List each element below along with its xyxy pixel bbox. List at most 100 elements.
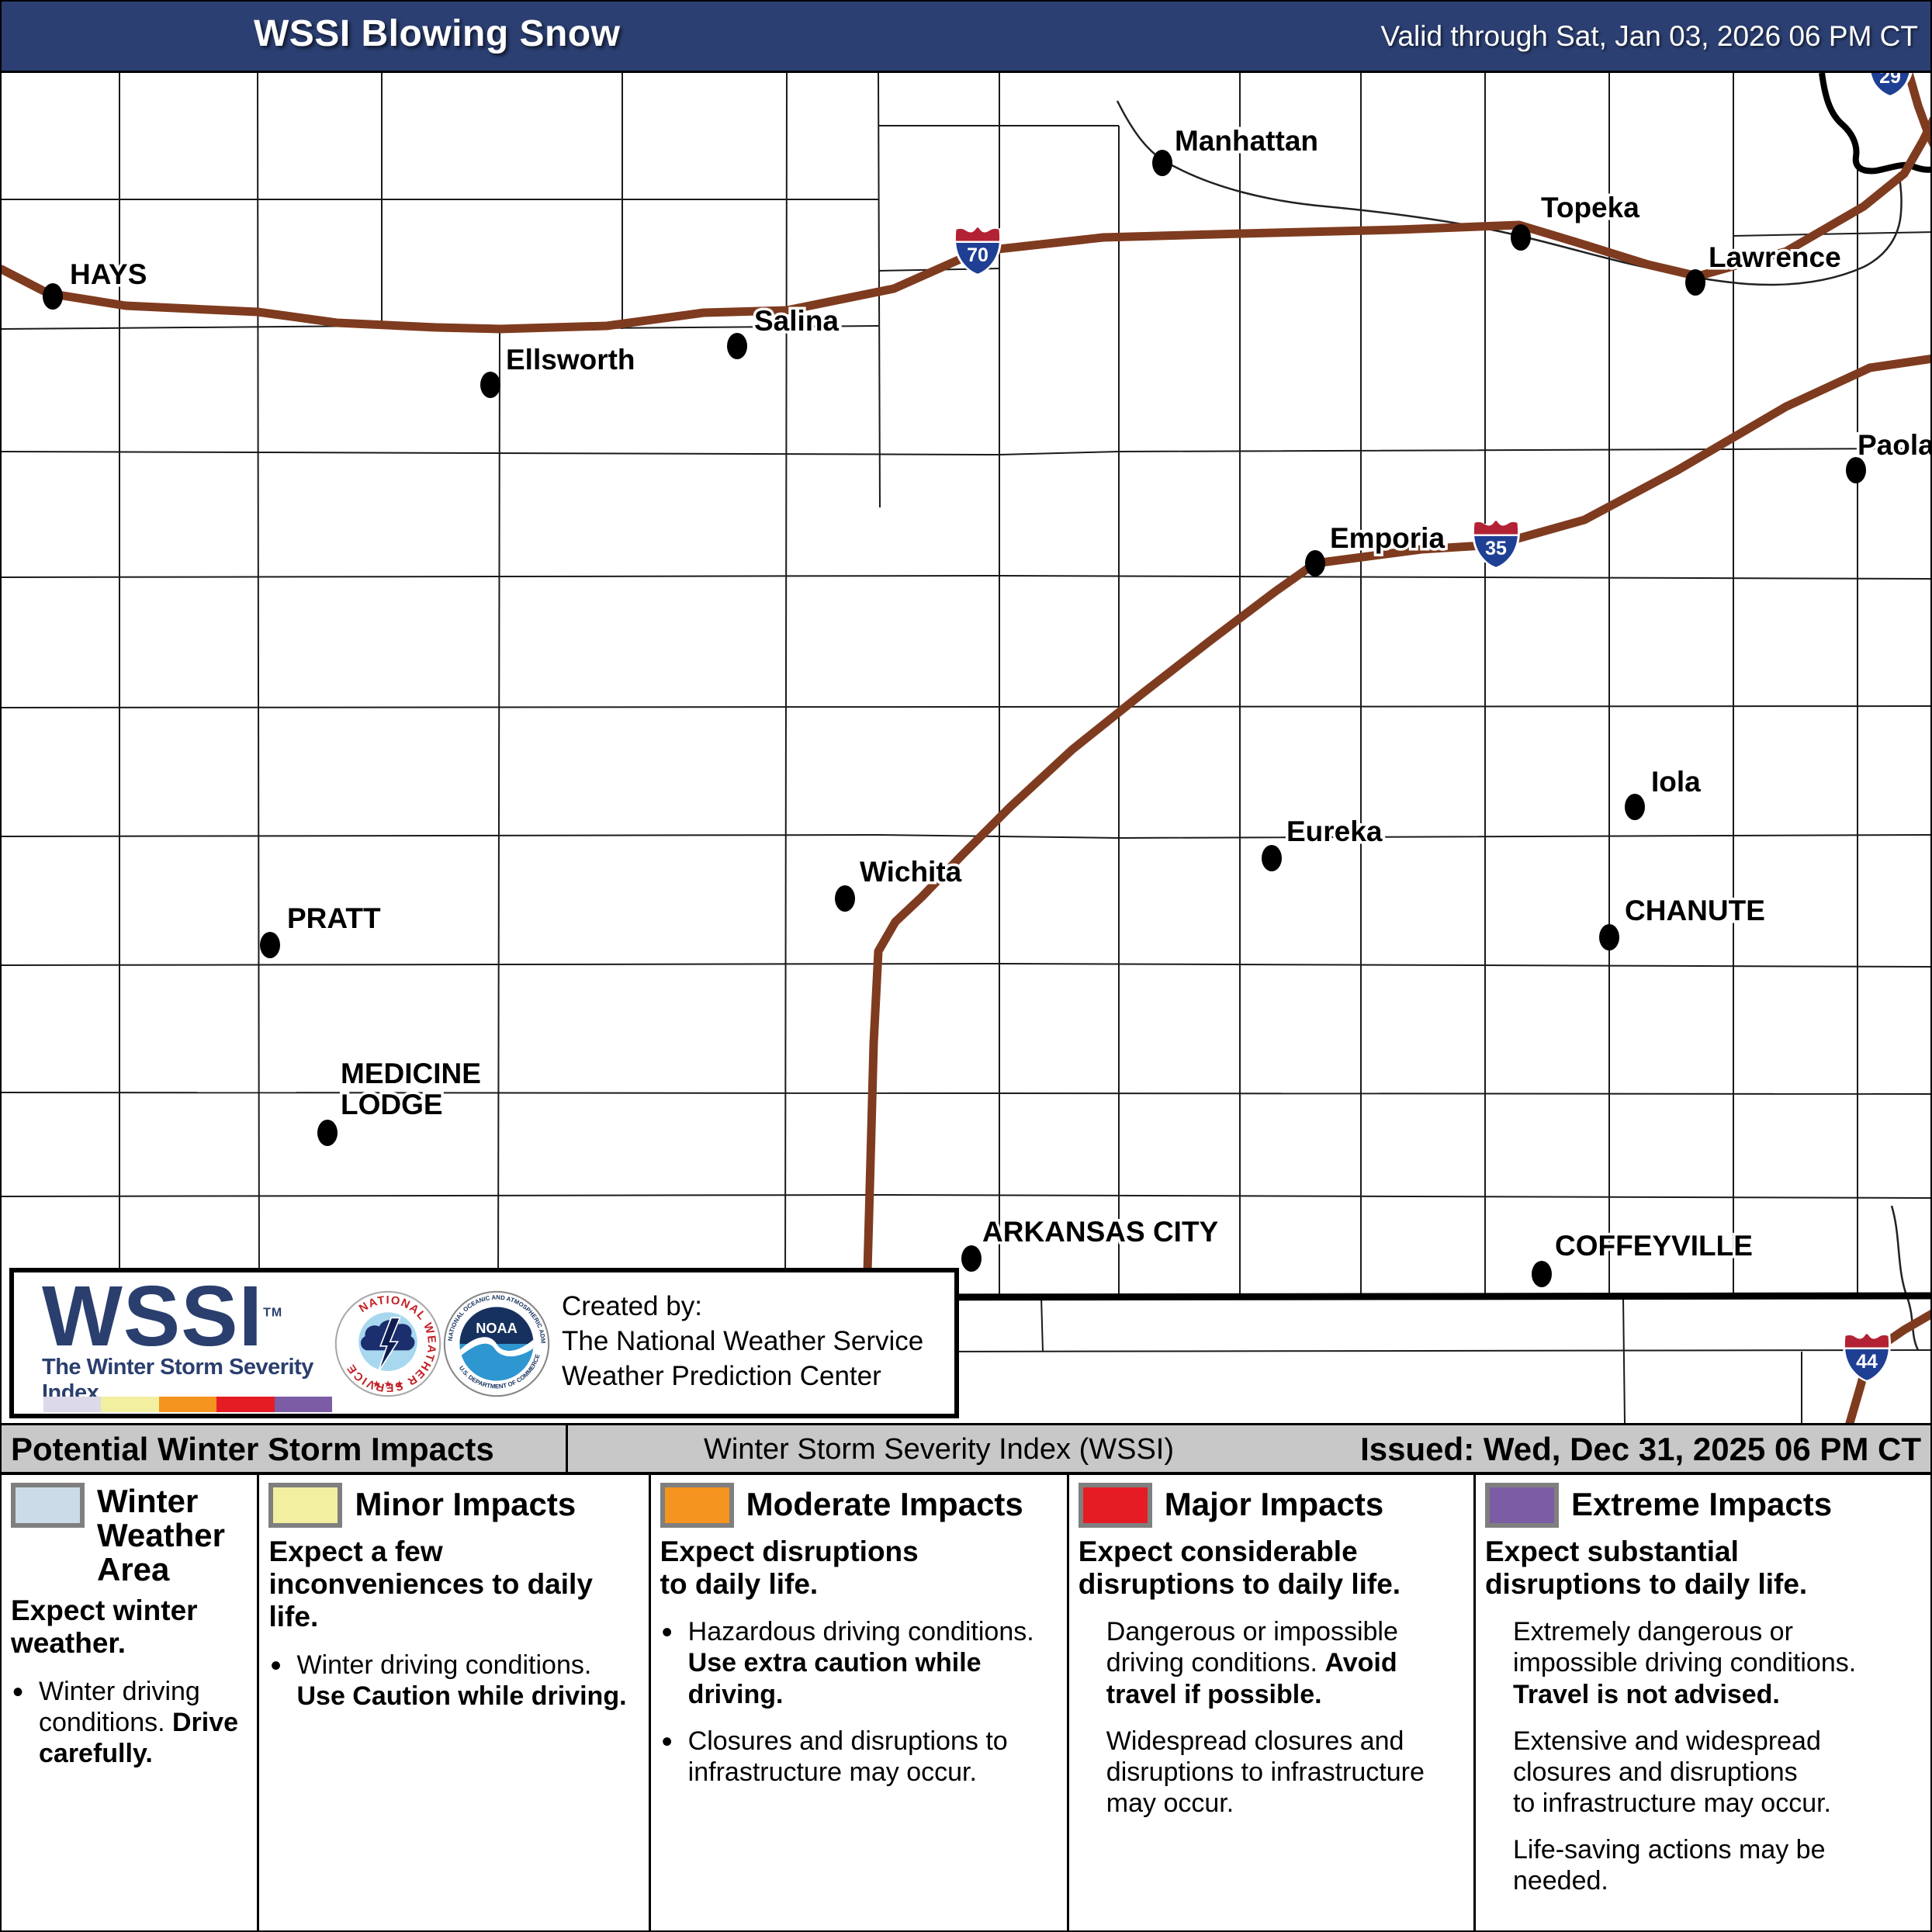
missouri-river [1819, 73, 1930, 175]
svg-text:Manhattan: Manhattan [1175, 125, 1318, 157]
city-chanute: CHANUTE [1599, 892, 1768, 950]
shield-number: 44 [1856, 1351, 1878, 1373]
city-paola: Paola [1846, 427, 1932, 483]
colorbar-seg-1 [43, 1397, 102, 1412]
colorbar-seg-2 [101, 1397, 159, 1412]
colorbar-seg-4 [216, 1397, 275, 1412]
svg-text:Ellsworth: Ellsworth [506, 344, 635, 376]
road-i70 [2, 116, 1930, 334]
shield-number: 35 [1485, 538, 1507, 559]
legend-item: Winter driving conditions. Drive careful… [11, 1674, 248, 1769]
svg-text:LODGE: LODGE [341, 1089, 443, 1120]
city-salina: Salina [727, 303, 842, 359]
county-lines [2, 73, 1930, 1423]
svg-text:Lawrence: Lawrence [1709, 241, 1841, 273]
city-emporia: Emporia [1305, 520, 1448, 576]
legend-lead: Expect substantial disruptions to daily … [1484, 1536, 1808, 1601]
interstate-shield-44: 44 [1843, 1332, 1891, 1383]
city-iola: Iola [1625, 763, 1704, 820]
legend-lead: Expect disruptions to daily life. [660, 1536, 919, 1601]
svg-text:Topeka: Topeka [1541, 192, 1639, 223]
impacts-bar-divider [566, 1425, 568, 1472]
wssi-severity-colorbar [43, 1397, 333, 1412]
legend-col-major: Major Impacts Expect considerable disrup… [1066, 1475, 1473, 1930]
legend-col-moderate: Moderate Impacts Expect disruptions to d… [648, 1475, 1067, 1930]
legend-col-winter-weather-area: Winter Weather Area Expect winter weathe… [2, 1475, 257, 1930]
city-pratt: PRATT [260, 900, 383, 958]
issued-text: Issued: Wed, Dec 31, 2025 06 PM CT [1360, 1431, 1921, 1467]
svg-text:Salina: Salina [754, 305, 839, 337]
legend-title: Moderate Impacts [746, 1486, 1023, 1522]
svg-text:COFFEYVILLE: COFFEYVILLE [1555, 1230, 1753, 1262]
legend-title: Winter Weather Area [97, 1483, 225, 1588]
legend-lead: Expect considerable disruptions to daily… [1078, 1536, 1401, 1601]
svg-text:MEDICINE: MEDICINE [341, 1058, 481, 1089]
wssi-wordmark: WSSITM The Winter Storm Severity Index [42, 1274, 352, 1406]
legend-col-extreme: Extreme Impacts Expect substantial disru… [1473, 1475, 1930, 1930]
extreme-swatch [1484, 1483, 1559, 1528]
svg-text:Iola: Iola [1651, 766, 1701, 798]
city-hays: HAYS [43, 256, 150, 310]
city-manhattan: Manhattan [1152, 123, 1321, 176]
noaa-logo-icon: NOAA NATIONAL OCEANIC AND ATMOSPHERIC AD… [442, 1290, 550, 1397]
city-topeka: Topeka [1511, 189, 1643, 251]
legend-item: Widespread closures and disruptions to i… [1106, 1726, 1425, 1818]
svg-text:Paola: Paola [1858, 429, 1932, 461]
nws-stars: ★ ★ ★ [372, 1379, 404, 1390]
interstate-shield-35: 35 [1472, 519, 1520, 570]
minor-swatch [268, 1483, 343, 1528]
interstate-shield-70: 70 [954, 226, 1002, 276]
impacts-legend: Winter Weather Area Expect winter weathe… [2, 1475, 1930, 1930]
valid-through-text: Valid through Sat, Jan 03, 2026 06 PM CT [1380, 20, 1918, 52]
legend-item: Extremely dangerous or impossible drivin… [1512, 1617, 1857, 1709]
svg-text:HAYS: HAYS [70, 258, 147, 290]
moderate-swatch [660, 1483, 734, 1528]
interstate-roads [2, 73, 1930, 1423]
legend-lead: Expect a few inconveniences to daily lif… [268, 1536, 593, 1633]
road-turnpike-south [863, 559, 1320, 1276]
svg-text:Eureka: Eureka [1286, 815, 1383, 847]
svg-text:CHANUTE: CHANUTE [1625, 895, 1765, 926]
city-lawrence: Lawrence [1685, 239, 1844, 296]
legend-title: Minor Impacts [355, 1486, 576, 1522]
legend-col-minor: Minor Impacts Expect a few inconvenience… [257, 1475, 648, 1930]
impacts-bar-subtitle: Winter Storm Severity Index (WSSI) [704, 1433, 1175, 1466]
cities: HAYS Manhattan Topeka Lawrence Salina El… [43, 123, 1932, 1287]
city-eureka: Eureka [1262, 813, 1385, 871]
colorbar-seg-5 [274, 1397, 333, 1412]
wssi-logo-box: WSSITM The Winter Storm Severity Index N… [9, 1268, 959, 1418]
road-i35-north [1311, 355, 1930, 568]
legend-item: Extensive and widespread closures and di… [1512, 1726, 1831, 1818]
kansas-map: 70 35 44 29 HAYS Manhatta [2, 73, 1932, 1423]
interstate-shield-29: 29 [1868, 73, 1913, 98]
svg-text:Wichita: Wichita [860, 856, 962, 888]
state-border [854, 1292, 1930, 1301]
road-i29-stub [1904, 73, 1930, 147]
nws-logo-icon: NATIONAL WEATHER SERVICE ★ ★ ★ [334, 1290, 441, 1397]
legend-lead: Expect winter weather. [11, 1594, 198, 1660]
legend-item: Life-saving actions may be needed. [1512, 1835, 1826, 1896]
city-wichita: Wichita [835, 853, 964, 912]
svg-text:PRATT: PRATT [287, 902, 381, 934]
city-ellsworth: Ellsworth [480, 341, 638, 398]
svg-text:ARKANSAS CITY: ARKANSAS CITY [982, 1216, 1219, 1248]
header-bar: WSSI Blowing Snow Valid through Sat, Jan… [2, 2, 1930, 73]
svg-text:Emporia: Emporia [1330, 522, 1445, 554]
legend-item: Hazardous driving conditions. Use extra … [660, 1615, 1058, 1709]
impacts-title-bar: Potential Winter Storm Impacts Winter St… [2, 1423, 1930, 1475]
map-svg: 70 35 44 29 HAYS Manhatta [2, 73, 1932, 1423]
shield-number: 29 [1879, 73, 1901, 88]
major-swatch [1078, 1483, 1152, 1528]
city-arkansas-city: ARKANSAS CITY [961, 1214, 1221, 1272]
shield-number: 70 [967, 244, 989, 266]
legend-item: Dangerous or impossible driving conditio… [1106, 1617, 1398, 1709]
created-by-text: Created by: The National Weather Service… [562, 1291, 924, 1391]
legend-item: Winter driving conditions. Use Caution w… [268, 1648, 639, 1712]
impacts-bar-title: Potential Winter Storm Impacts [11, 1431, 494, 1467]
city-coffeyville: COFFEYVILLE [1532, 1227, 1755, 1287]
kansas-river [1116, 100, 1903, 286]
noaa-text: NOAA [476, 1321, 518, 1336]
winter-weather-swatch [11, 1483, 85, 1528]
legend-item: Closures and disruptions to infrastructu… [660, 1724, 1058, 1788]
